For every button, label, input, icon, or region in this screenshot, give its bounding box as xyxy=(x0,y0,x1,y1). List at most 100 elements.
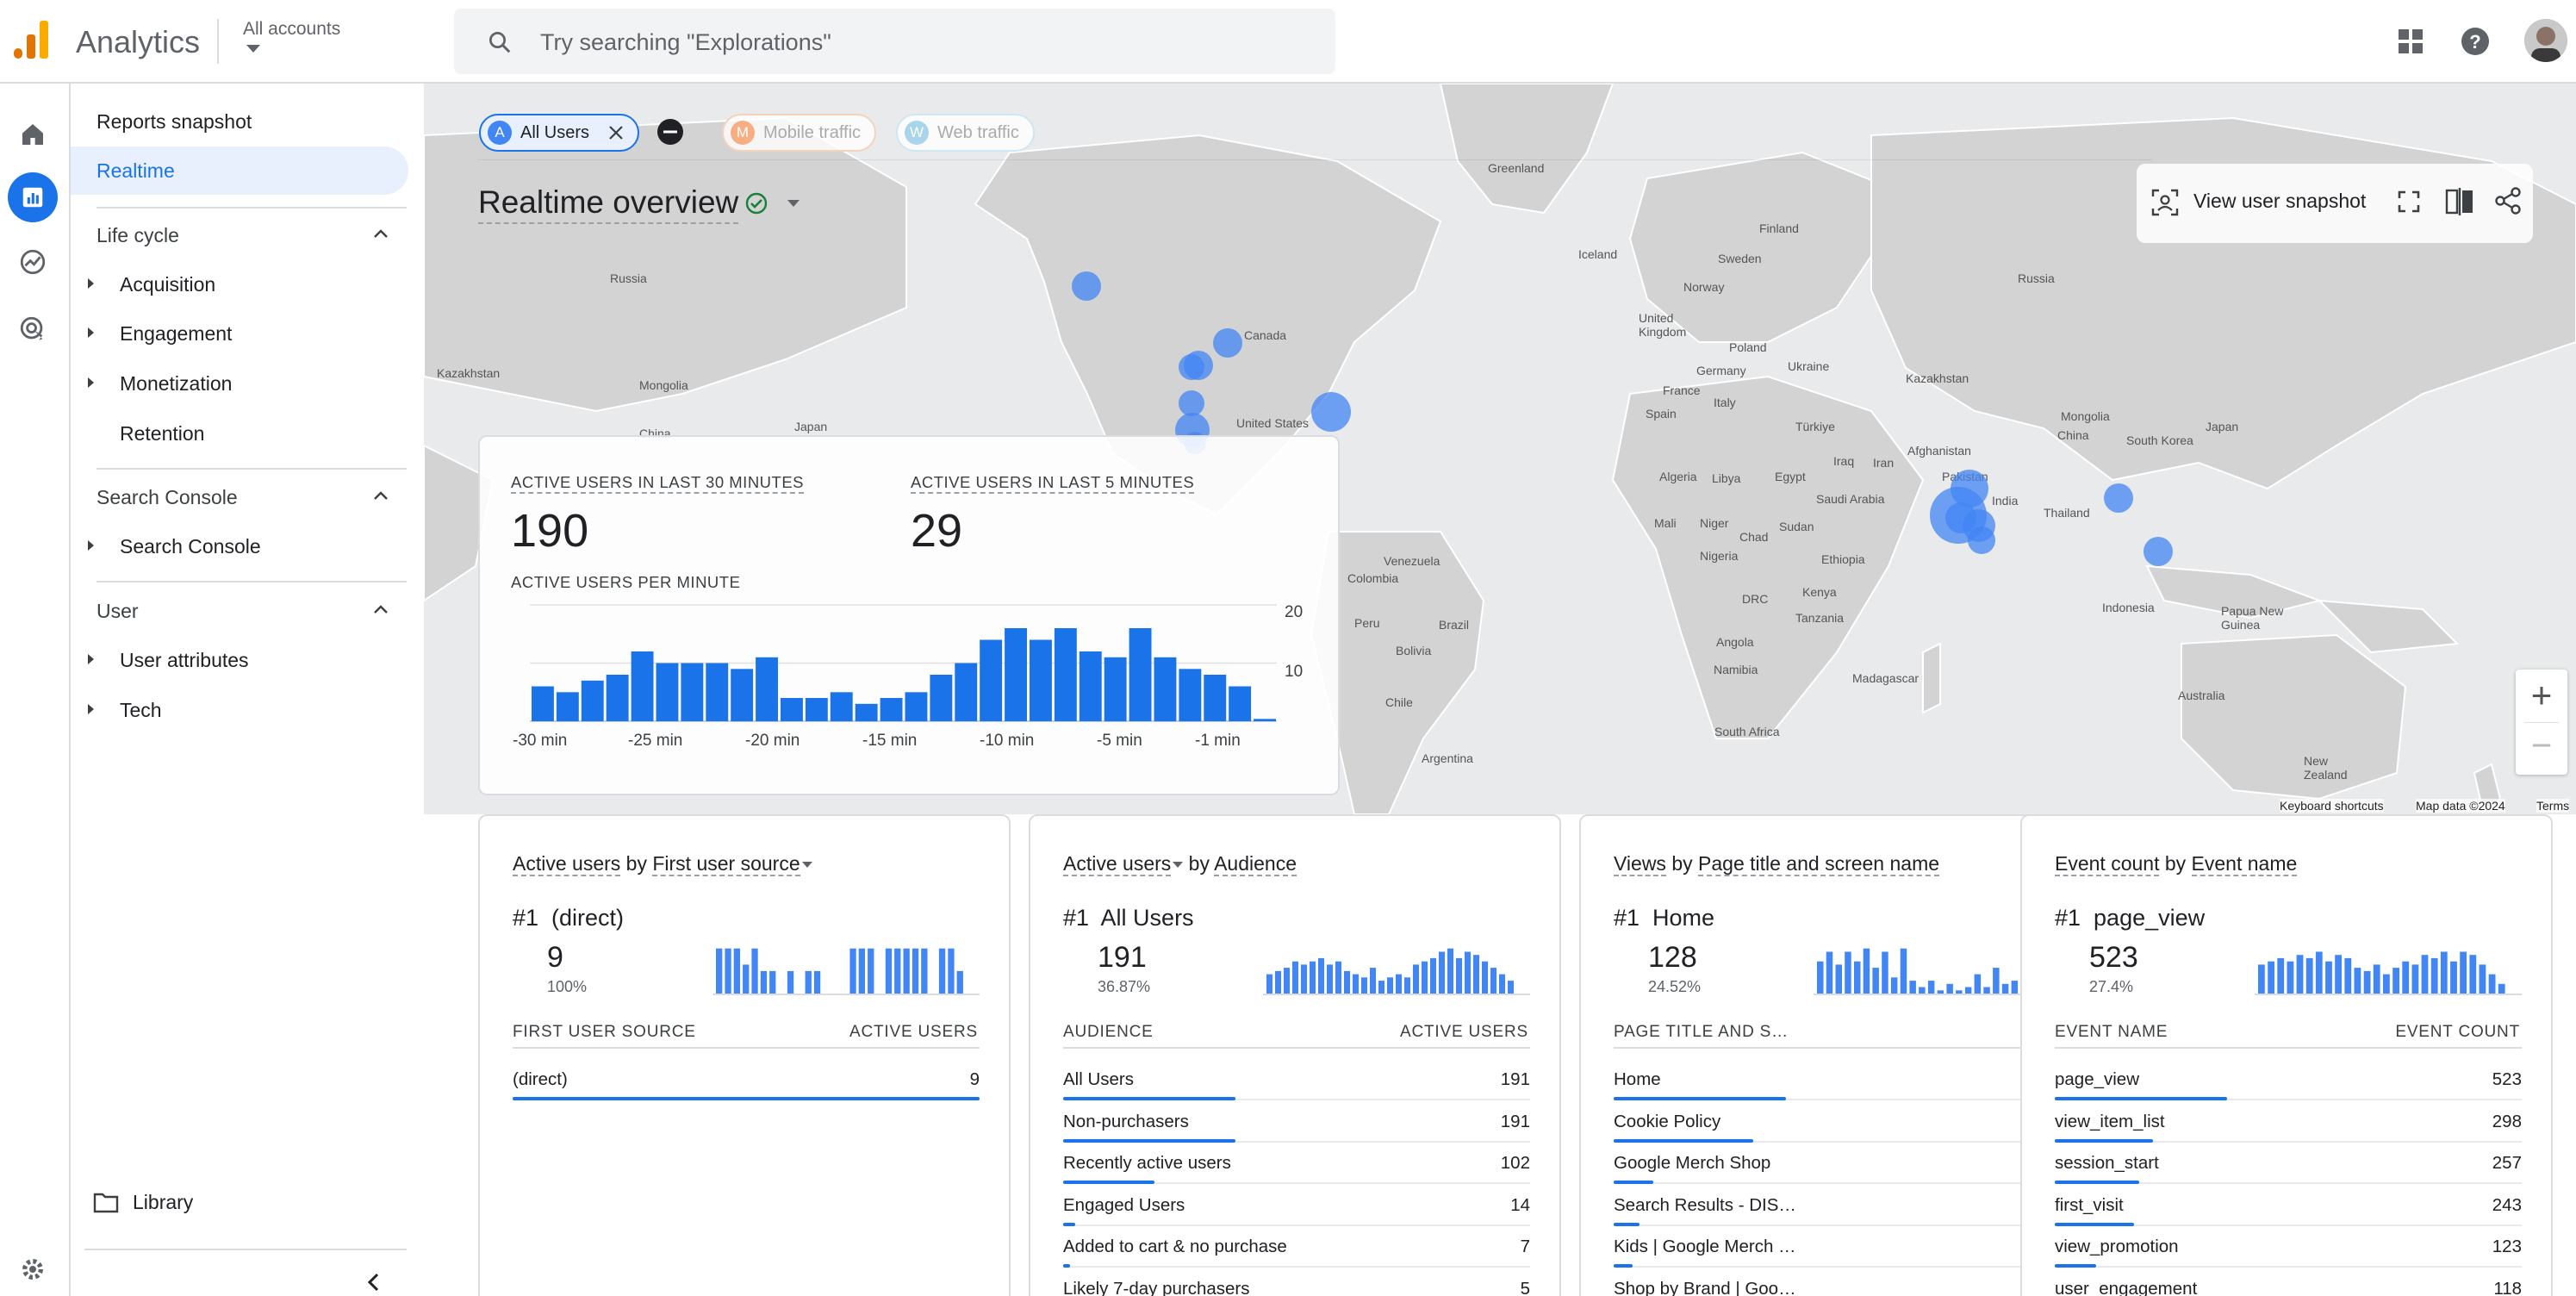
card-dimension[interactable]: Audience xyxy=(1214,852,1297,876)
map-user-dot[interactable] xyxy=(1968,526,1995,554)
table-row[interactable]: Recently active users 102 xyxy=(1063,1143,1530,1184)
table-row[interactable]: (direct) 9 xyxy=(513,1059,980,1100)
chart-bar[interactable] xyxy=(606,675,629,721)
nav-item-user-attributes[interactable]: User attributes xyxy=(120,649,249,671)
card-metric[interactable]: Event count xyxy=(2055,852,2160,876)
map-user-dot[interactable] xyxy=(1072,271,1101,301)
map-terms-link[interactable]: Terms xyxy=(2536,799,2570,813)
table-row[interactable]: Likely 7-day purchasers 5 xyxy=(1063,1268,1530,1296)
chart-bar[interactable] xyxy=(731,669,754,722)
chart-bar[interactable] xyxy=(1079,651,1102,721)
table-row[interactable]: view_promotion 123 xyxy=(2055,1226,2522,1268)
chart-bar[interactable] xyxy=(1229,686,1252,722)
map-user-dot[interactable] xyxy=(1213,328,1242,358)
chart-bar[interactable] xyxy=(905,692,928,722)
zoom-in-icon[interactable]: + xyxy=(2530,675,2553,715)
map-user-dot[interactable] xyxy=(1945,502,1976,533)
column-header[interactable]: ACTIVE USERS xyxy=(1400,1023,1528,1041)
table-row[interactable]: Search Results - DIS…19 xyxy=(1614,1185,2081,1226)
map-user-dot[interactable] xyxy=(1179,390,1204,416)
chart-bar[interactable] xyxy=(1104,657,1127,722)
dropdown-caret-icon[interactable] xyxy=(1173,862,1184,869)
page-title[interactable]: Realtime overview xyxy=(478,184,739,224)
chart-bar[interactable] xyxy=(805,698,828,721)
expand-triangle-icon[interactable] xyxy=(88,327,94,338)
chart-bar[interactable] xyxy=(1254,719,1276,721)
card-sparkline-chart[interactable] xyxy=(712,944,980,997)
search-bar[interactable]: Try searching "Explorations" xyxy=(454,9,1335,74)
active-5-label[interactable]: ACTIVE USERS IN LAST 5 MINUTES xyxy=(911,473,1195,494)
nav-library[interactable]: Library xyxy=(133,1191,194,1213)
chart-bar[interactable] xyxy=(556,692,579,722)
remove-comparison-icon[interactable] xyxy=(656,118,684,146)
nav-reports-snapshot[interactable]: Reports snapshot xyxy=(96,110,252,133)
chart-bar[interactable] xyxy=(830,692,853,722)
per-minute-bar-chart[interactable] xyxy=(480,437,1341,797)
table-row[interactable]: All Users 191 xyxy=(1063,1059,1530,1100)
table-row[interactable]: session_start 257 xyxy=(2055,1143,2522,1184)
chart-bar[interactable] xyxy=(880,698,903,721)
table-row[interactable]: Added to cart & no purchase 7 xyxy=(1063,1226,1530,1268)
nav-item-acquisition[interactable]: Acquisition xyxy=(120,273,216,296)
chart-bar[interactable] xyxy=(955,663,978,722)
account-selector-label[interactable]: All accounts xyxy=(243,19,341,39)
nav-section-lifecycle[interactable]: Life cycle xyxy=(96,224,179,246)
table-row[interactable]: Non-purchasers 191 xyxy=(1063,1101,1530,1143)
fullscreen-icon[interactable] xyxy=(2397,190,2421,214)
chart-bar[interactable] xyxy=(1030,639,1052,722)
map-user-dot[interactable] xyxy=(2104,483,2133,513)
folder-icon[interactable] xyxy=(93,1191,119,1213)
compare-icon[interactable] xyxy=(2445,188,2474,215)
map-user-dot[interactable] xyxy=(1179,354,1204,380)
table-row[interactable]: Kids | Google Merch …14 xyxy=(1614,1226,2081,1268)
column-header[interactable]: EVENT NAME xyxy=(2055,1023,2168,1041)
card-metric[interactable]: Active users xyxy=(513,852,621,876)
map-keyboard-shortcuts[interactable]: Keyboard shortcuts xyxy=(2280,799,2384,813)
chart-bar[interactable] xyxy=(1204,675,1227,721)
table-row[interactable]: page_view 523 xyxy=(2055,1059,2522,1100)
nav-section-search-console[interactable]: Search Console xyxy=(96,486,238,508)
chart-bar[interactable] xyxy=(1005,628,1027,721)
card-sparkline-chart[interactable] xyxy=(1814,944,2081,997)
chart-bar[interactable] xyxy=(631,651,654,721)
card-metric[interactable]: Views xyxy=(1614,852,1666,876)
chart-bar[interactable] xyxy=(1154,657,1177,722)
collapse-chevron-icon[interactable] xyxy=(365,1271,383,1293)
dropdown-caret-icon[interactable] xyxy=(801,862,812,869)
dropdown-caret-icon[interactable] xyxy=(786,198,801,209)
nav-item-tech[interactable]: Tech xyxy=(120,699,162,721)
map-user-dot[interactable] xyxy=(1951,470,1988,508)
filter-chip-web-traffic[interactable]: W Web traffic xyxy=(896,114,1035,152)
column-header[interactable]: ACTIVE USERS xyxy=(849,1023,978,1041)
column-header[interactable]: FIRST USER SOURCE xyxy=(513,1023,696,1041)
analytics-logo-icon[interactable] xyxy=(14,19,52,62)
chart-bar[interactable] xyxy=(532,686,554,722)
chart-bar[interactable] xyxy=(756,657,778,722)
card-dimension[interactable]: First user source xyxy=(652,852,800,876)
chart-bar[interactable] xyxy=(855,703,878,722)
zoom-out-icon[interactable]: − xyxy=(2530,725,2553,765)
column-header[interactable]: AUDIENCE xyxy=(1063,1023,1154,1041)
table-row[interactable]: Google Merch Shop30 xyxy=(1614,1143,2081,1184)
table-row[interactable]: first_visit 243 xyxy=(2055,1185,2522,1226)
expand-triangle-icon[interactable] xyxy=(88,704,94,714)
apps-grid-icon[interactable] xyxy=(2397,28,2424,55)
chart-bar[interactable] xyxy=(930,675,953,721)
card-dimension[interactable]: Event name xyxy=(2191,852,2298,876)
share-icon[interactable] xyxy=(2493,186,2523,215)
map-user-dot[interactable] xyxy=(2144,537,2173,566)
expand-triangle-icon[interactable] xyxy=(88,654,94,664)
chart-bar[interactable] xyxy=(781,698,803,721)
chevron-up-icon[interactable] xyxy=(372,226,389,243)
app-title[interactable]: Analytics xyxy=(76,24,201,59)
home-icon[interactable] xyxy=(8,109,58,159)
nav-item-search-console[interactable]: Search Console xyxy=(120,535,261,558)
map-user-dot[interactable] xyxy=(1311,392,1351,432)
explore-icon[interactable] xyxy=(8,237,58,287)
filter-chip-mobile-traffic[interactable]: M Mobile traffic xyxy=(722,114,877,152)
nav-item-engagement[interactable]: Engagement xyxy=(120,322,233,345)
chart-bar[interactable] xyxy=(1129,628,1152,721)
settings-gear-icon[interactable] xyxy=(8,1244,58,1294)
filter-chip-all-users[interactable]: A All Users xyxy=(479,114,640,152)
